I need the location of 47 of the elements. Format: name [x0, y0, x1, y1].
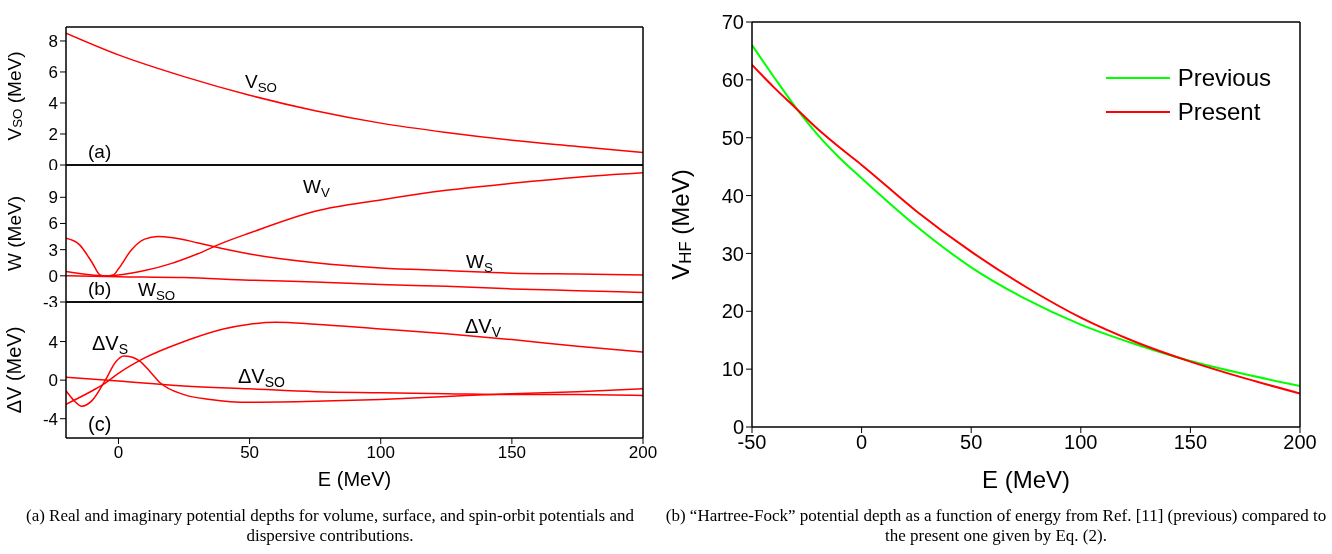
y-axis-title: ΔV (MeV) [3, 326, 25, 414]
annotation: (c) [88, 413, 112, 435]
y-tick-label: 2 [48, 125, 58, 145]
annotation: (a) [88, 141, 112, 162]
text: (b) “Hartree-Fock” potential depth as a function of energy from Ref. [11] (previous) compared to the present one given by Eq. (2). [664, 506, 1328, 546]
y-tick-label: 0 [48, 371, 58, 391]
series-label: W$_{V}$ [303, 176, 330, 200]
x-tick-label: 0 [113, 443, 124, 463]
y-tick-label: 50 [721, 126, 744, 149]
x-tick-label: 150 [497, 443, 527, 463]
y-tick-label: 30 [721, 242, 744, 265]
series-label: ΔV$_{SO}$ [238, 365, 286, 391]
x-tick-label: 200 [628, 443, 658, 463]
series-label: W$_{S}$ [466, 251, 493, 275]
y-tick-label: 40 [721, 184, 744, 207]
y-tick-label: -4 [42, 409, 58, 429]
y-tick-label: 4 [48, 332, 58, 352]
y-tick-label: 6 [48, 214, 58, 234]
series-label: V$_{SO}$ [245, 71, 277, 95]
x-tick-label: 100 [1064, 431, 1098, 454]
x-tick-label: 0 [856, 431, 868, 454]
x-tick-label: 50 [240, 443, 260, 463]
y-tick-label: 3 [48, 240, 58, 260]
x-tick-label: 100 [366, 443, 395, 463]
x-tick-label: 200 [1283, 431, 1317, 454]
annotation: (b) [88, 278, 112, 299]
y-tick-label: 9 [48, 188, 58, 208]
legend-label: Previous [1177, 64, 1271, 92]
series-label: W$_{SO}$ [138, 279, 176, 303]
y-axis-title: W (MeV) [3, 196, 25, 271]
x-axis-title: E (MeV) [981, 466, 1071, 493]
y-tick-label: 70 [721, 11, 744, 34]
x-tick-label: 150 [1173, 431, 1208, 454]
y-tick-label: 10 [721, 358, 744, 381]
x-tick-label: 50 [960, 431, 983, 454]
y-tick-label: 6 [48, 63, 58, 82]
series-label: ΔV$_{V}$ [465, 315, 502, 341]
series-label: ΔV$_{S}$ [92, 332, 129, 358]
y-tick-label: 60 [721, 68, 744, 91]
line-series [66, 321, 643, 405]
y-tick-label: 8 [48, 31, 58, 51]
text: (a) Real and imaginary potential depths for volume, surface, and spin-orbit potentials and dispersive contributions. [24, 506, 635, 546]
legend-label: Present [1177, 98, 1261, 126]
y-tick-label: 0 [48, 266, 58, 286]
y-tick-label: 20 [721, 300, 744, 323]
x-axis-title: E (MeV) [317, 468, 392, 490]
y-tick-label: 4 [48, 94, 58, 114]
